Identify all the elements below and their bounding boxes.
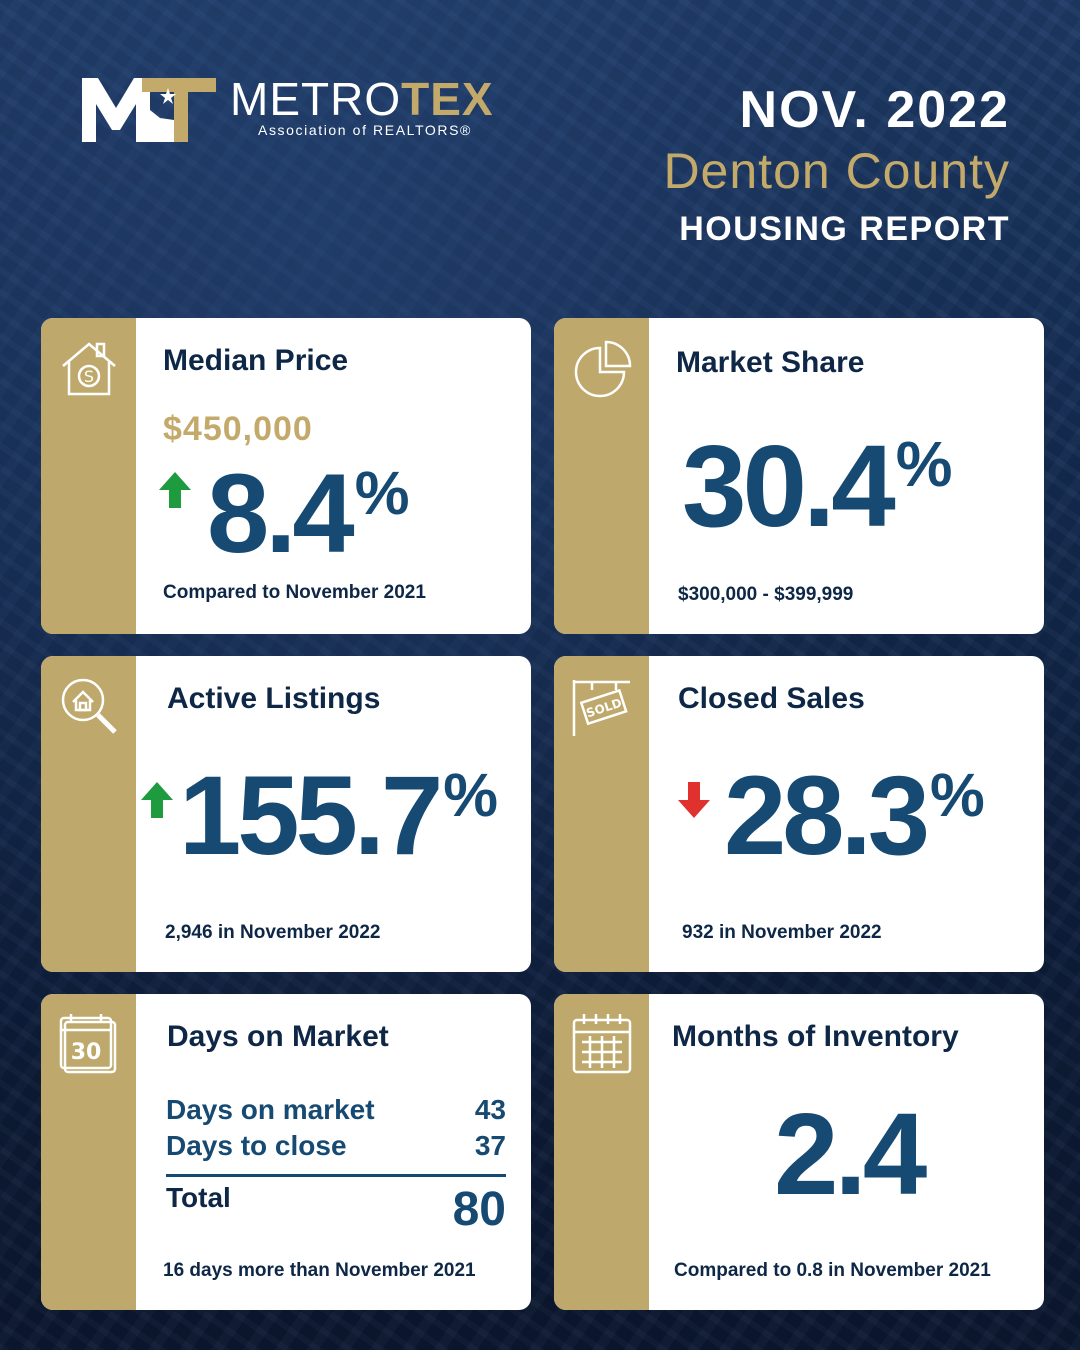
median-price-value: $450,000 — [163, 410, 313, 448]
closed-sales-card: SOLD Closed Sales 28.3% 932 in November … — [554, 656, 1044, 972]
calendar-30-icon: 30 — [59, 1014, 117, 1074]
card-footnote: 2,946 in November 2022 — [165, 922, 381, 943]
months-of-inventory-value: 2.4 — [774, 1089, 927, 1219]
card-footnote: 932 in November 2022 — [682, 922, 882, 943]
median-price-card: S Median Price $450,000 8.4% Compared to… — [41, 318, 531, 634]
median-price-change: 8.4% — [207, 451, 410, 576]
brand-wordmark: METROTEX — [230, 73, 494, 125]
arrow-up-icon — [141, 782, 173, 818]
card-footnote: Compared to 0.8 in November 2021 — [674, 1260, 991, 1281]
report-month: NOV. 2022 — [739, 81, 1010, 139]
svg-text:30: 30 — [71, 1040, 102, 1065]
card-side-strip: S — [41, 318, 136, 634]
card-side-strip — [554, 994, 649, 1310]
calendar-grid-icon — [572, 1014, 632, 1074]
active-listings-card: Active Listings 155.7% 2,946 in November… — [41, 656, 531, 972]
card-side-strip — [554, 318, 649, 634]
card-title: Median Price — [163, 344, 349, 377]
house-magnifier-icon — [61, 678, 117, 734]
arrow-up-icon — [159, 472, 191, 508]
card-title: Active Listings — [167, 682, 381, 715]
card-side-strip — [41, 656, 136, 972]
days-on-market-row: Days on market 43 — [166, 1094, 506, 1125]
svg-text:S: S — [84, 367, 94, 386]
card-title: Months of Inventory — [672, 1020, 959, 1053]
days-to-close-row: Days to close 37 — [166, 1130, 506, 1161]
card-footnote: 16 days more than November 2021 — [163, 1260, 476, 1281]
total-label: Total — [166, 1182, 231, 1213]
months-of-inventory-card: Months of Inventory 2.4 Compared to 0.8 … — [554, 994, 1044, 1310]
pie-chart-icon — [574, 340, 632, 398]
market-share-value: 30.4% — [682, 421, 953, 551]
card-title: Market Share — [676, 346, 865, 379]
active-listings-change: 155.7% — [179, 753, 499, 878]
market-share-card: Market Share 30.4% $300,000 - $399,999 — [554, 318, 1044, 634]
card-side-strip: 30 — [41, 994, 136, 1310]
card-footnote: Compared to November 2021 — [163, 582, 426, 603]
card-footnote: $300,000 - $399,999 — [678, 584, 854, 605]
sold-sign-icon: SOLD — [572, 680, 630, 736]
mt-logo-mark-icon — [82, 78, 216, 142]
card-title: Days on Market — [167, 1020, 389, 1053]
metrotex-logo: METROTEX Association of REALTORS® — [80, 74, 520, 144]
brand-subtitle: Association of REALTORS® — [258, 122, 472, 138]
total-value: 80 — [452, 1183, 506, 1236]
report-county: Denton County — [663, 143, 1010, 199]
report-title: HOUSING REPORT — [679, 210, 1010, 248]
closed-sales-change: 28.3% — [724, 753, 985, 878]
house-dollar-icon: S — [62, 342, 116, 396]
card-title: Closed Sales — [678, 682, 865, 715]
days-on-market-card: 30 Days on Market Days on market 43 Days … — [41, 994, 531, 1310]
card-side-strip: SOLD — [554, 656, 649, 972]
divider — [166, 1174, 506, 1177]
arrow-down-icon — [678, 782, 710, 818]
